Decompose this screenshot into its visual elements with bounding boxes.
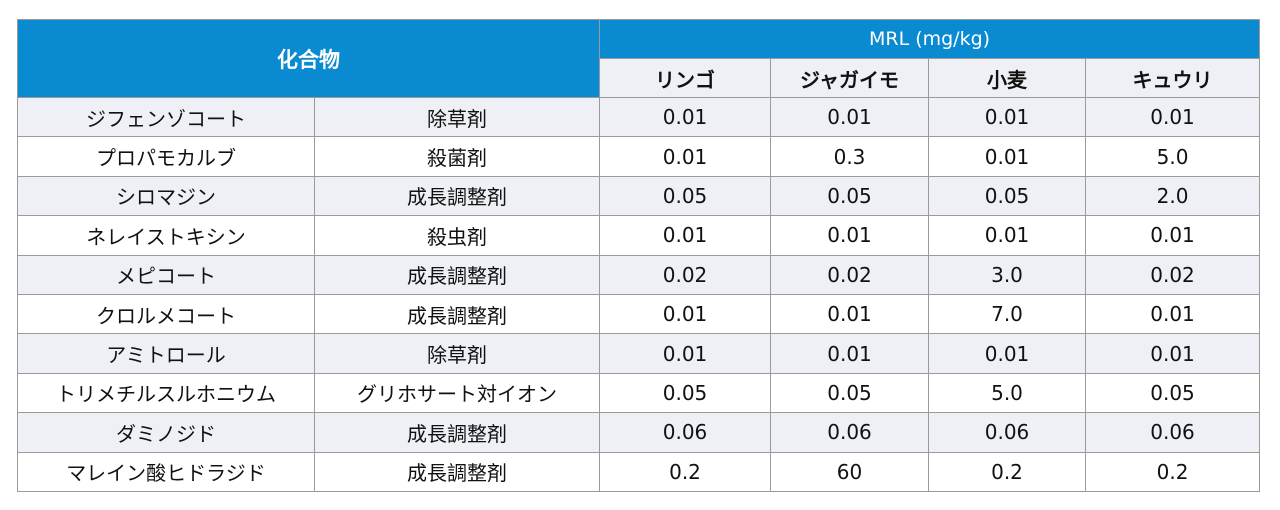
compound-name-cell: ジフェンゾコート	[17, 96, 315, 138]
table-row: クロルメコート 成長調整剤 0.01 0.01 7.0 0.01	[17, 293, 1261, 335]
mrl-value-cell: 0.01	[1084, 215, 1261, 256]
mrl-value-cell: 0.01	[928, 333, 1086, 374]
table-row: トリメチルスルホニウム グリホサート対イオン 0.05 0.05 5.0 0.05	[17, 372, 1261, 414]
crop-header-apple: リンゴ	[599, 58, 771, 98]
compound-name-cell: プロパモカルブ	[17, 136, 315, 177]
crop-header-wheat: 小麦	[928, 58, 1086, 98]
crop-header-cucumber: キュウリ	[1084, 58, 1261, 98]
mrl-value-cell: 0.05	[928, 175, 1086, 217]
crop-header-potato: ジャガイモ	[770, 58, 929, 98]
mrl-value-cell: 0.01	[928, 215, 1086, 256]
mrl-value-cell: 0.01	[599, 333, 771, 374]
compound-type-cell: 成長調整剤	[314, 293, 600, 335]
table-row: シロマジン 成長調整剤 0.05 0.05 0.05 2.0	[17, 175, 1261, 217]
mrl-value-cell: 2.0	[1084, 175, 1261, 217]
mrl-value-cell: 0.05	[770, 372, 929, 414]
mrl-value-cell: 0.05	[599, 175, 771, 217]
mrl-value-cell: 0.02	[1084, 254, 1261, 295]
mrl-value-cell: 0.06	[770, 412, 929, 453]
compound-name-cell: メピコート	[17, 254, 315, 295]
compound-type-cell: 成長調整剤	[314, 254, 600, 295]
mrl-value-cell: 0.2	[928, 451, 1086, 493]
table-row: アミトロール 除草剤 0.01 0.01 0.01 0.01	[17, 333, 1261, 374]
compound-type-cell: 成長調整剤	[314, 412, 600, 453]
mrl-value-cell: 0.01	[1084, 333, 1261, 374]
mrl-value-cell: 0.06	[599, 412, 771, 453]
table-row: メピコート 成長調整剤 0.02 0.02 3.0 0.02	[17, 254, 1261, 295]
table-row: ダミノジド 成長調整剤 0.06 0.06 0.06 0.06	[17, 412, 1261, 453]
mrl-value-cell: 0.01	[599, 136, 771, 177]
mrl-value-cell: 0.01	[928, 96, 1086, 138]
compound-name-cell: シロマジン	[17, 175, 315, 217]
mrl-value-cell: 0.01	[770, 333, 929, 374]
mrl-value-cell: 60	[770, 451, 929, 493]
mrl-value-cell: 0.02	[599, 254, 771, 295]
mrl-value-cell: 0.01	[928, 136, 1086, 177]
mrl-value-cell: 0.2	[1084, 451, 1261, 493]
compound-type-cell: 成長調整剤	[314, 175, 600, 217]
mrl-value-cell: 0.01	[1084, 96, 1261, 138]
mrl-header: MRL (mg/kg)	[598, 19, 1261, 59]
mrl-value-cell: 0.01	[599, 215, 771, 256]
compound-name-cell: ネレイストキシン	[17, 215, 315, 256]
mrl-value-cell: 0.06	[1084, 412, 1261, 453]
compound-header: 化合物	[17, 19, 600, 98]
mrl-value-cell: 0.01	[770, 215, 929, 256]
table-body: ジフェンゾコート 除草剤 0.01 0.01 0.01 0.01 プロパモカルブ 殺菌剤 0.0…	[17, 96, 1261, 493]
mrl-value-cell: 0.3	[770, 136, 929, 177]
compound-type-cell: 殺虫剤	[314, 215, 600, 256]
mrl-value-cell: 7.0	[928, 293, 1086, 335]
compound-type-cell: 除草剤	[314, 96, 600, 138]
mrl-value-cell: 0.05	[599, 372, 771, 414]
compound-name-cell: マレイン酸ヒドラジド	[17, 451, 315, 493]
mrl-value-cell: 0.01	[770, 293, 929, 335]
table-row: プロパモカルブ 殺菌剤 0.01 0.3 0.01 5.0	[17, 136, 1261, 177]
crop-header-row: リンゴ ジャガイモ 小麦 キュウリ	[18, 58, 1261, 98]
compound-name-cell: クロルメコート	[17, 293, 315, 335]
mrl-value-cell: 5.0	[928, 372, 1086, 414]
table-header: 化合物 MRL (mg/kg) リンゴ ジャガイモ 小麦 キュウリ	[17, 19, 1261, 98]
compound-name-cell: トリメチルスルホニウム	[17, 372, 315, 414]
mrl-value-cell: 3.0	[928, 254, 1086, 295]
mrl-value-cell: 0.05	[1084, 372, 1261, 414]
table-row: ジフェンゾコート 除草剤 0.01 0.01 0.01 0.01	[17, 96, 1261, 138]
mrl-value-cell: 0.02	[770, 254, 929, 295]
table-row: ネレイストキシン 殺虫剤 0.01 0.01 0.01 0.01	[17, 215, 1261, 256]
compound-type-cell: 殺菌剤	[314, 136, 600, 177]
header-row-top: 化合物 MRL (mg/kg)	[17, 19, 1261, 98]
mrl-value-cell: 0.01	[599, 293, 771, 335]
compound-type-cell: 成長調整剤	[314, 451, 600, 493]
compound-name-cell: アミトロール	[17, 333, 315, 374]
mrl-value-cell: 5.0	[1084, 136, 1261, 177]
table-row: マレイン酸ヒドラジド 成長調整剤 0.2 60 0.2 0.2	[17, 451, 1261, 493]
mrl-value-cell: 0.06	[928, 412, 1086, 453]
mrl-value-cell: 0.01	[1084, 293, 1261, 335]
mrl-value-cell: 0.01	[770, 96, 929, 138]
mrl-value-cell: 0.01	[599, 96, 771, 138]
mrl-table: 化合物 MRL (mg/kg) リンゴ ジャガイモ 小麦 キュウリ ジフェンゾコ…	[17, 19, 1261, 493]
compound-type-cell: 除草剤	[314, 333, 600, 374]
mrl-value-cell: 0.2	[599, 451, 771, 493]
compound-type-cell: グリホサート対イオン	[314, 372, 600, 414]
compound-name-cell: ダミノジド	[17, 412, 315, 453]
mrl-value-cell: 0.05	[770, 175, 929, 217]
